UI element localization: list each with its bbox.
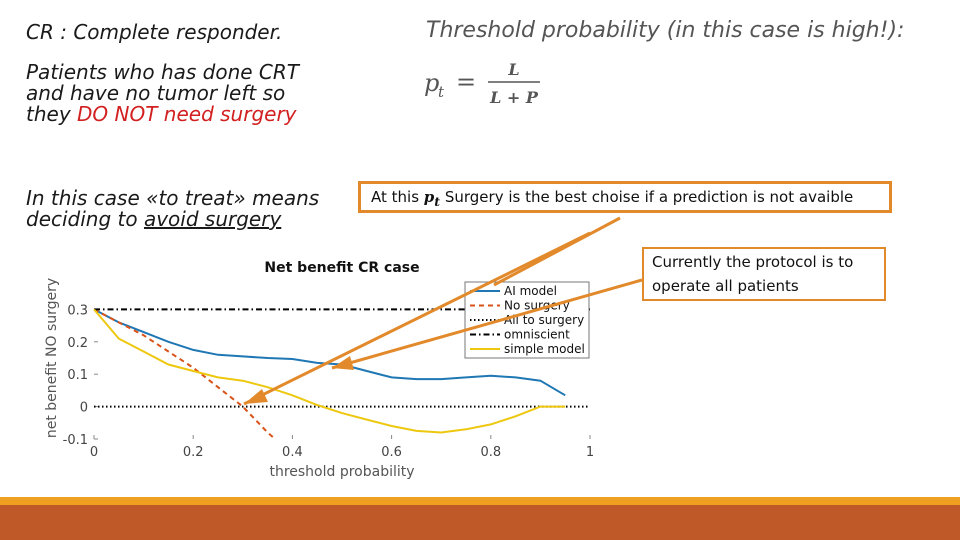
formula-denominator: L + P [489, 88, 539, 107]
patients-line-3: they DO NOT need surgery [26, 104, 299, 125]
patients-line-1: Patients who has done CRT [26, 60, 299, 84]
arrow-to-ai-model [493, 216, 621, 287]
treat-text: In this case «to treat» means deciding t… [26, 188, 319, 230]
avoid-surgery-underlined: avoid surgery [143, 207, 282, 231]
legend-entry: AI model [504, 284, 557, 298]
threshold-formula: p t = L L + P [424, 60, 540, 107]
formula-lhs: p [424, 69, 439, 97]
treat-line-1: In this case «to treat» means [26, 186, 320, 210]
surgery-best-callout: At this pt Surgery is the best choise if… [358, 181, 892, 213]
x-tick-label: 0 [90, 445, 98, 460]
callout1-subscript: t [434, 194, 441, 209]
y-axis-label: net benefit NO surgery [44, 278, 60, 438]
formula-equals: = [456, 68, 476, 96]
x-tick-label: 0.2 [183, 445, 204, 460]
y-tick-label: 0.3 [67, 303, 88, 318]
treat-line-2: deciding to avoid surgery [26, 209, 319, 230]
callout1-p: p [423, 188, 435, 206]
callout1-prefix: At this [371, 188, 424, 206]
arrow-threshold-to-axis [243, 231, 591, 406]
legend-entry: No surgery [504, 299, 570, 313]
footer-accent-bar [0, 497, 960, 505]
y-tick-label: -0.1 [63, 433, 88, 448]
threshold-heading: Threshold probability (in this case is h… [426, 18, 905, 43]
y-tick-label: 0 [80, 401, 88, 416]
callout2-line-2: operate all patients [652, 277, 799, 295]
arrow-head-protocol [332, 356, 354, 370]
tick-group: 0 0.2 0.4 0.6 0.8 1-0.100.10.20.3 [63, 303, 595, 460]
protocol-callout: Currently the protocol is to operate all… [642, 247, 886, 301]
series-line-no-surgery [93, 308, 276, 440]
x-tick-label: 0.8 [480, 445, 501, 460]
callout1-pt: pt [423, 188, 441, 209]
chart-title: Net benefit CR case [264, 260, 419, 276]
legend-box [464, 281, 590, 359]
legend-entry: simple model [504, 342, 585, 356]
legend-entry: omniscient [504, 328, 570, 342]
x-tick-label: 0.4 [282, 445, 303, 460]
x-tick-label: 1 [586, 445, 594, 460]
x-axis-label: threshold probability [269, 464, 414, 480]
x-tick-label: 0.6 [381, 445, 402, 460]
y-tick-label: 0.1 [67, 368, 88, 383]
footer-bar [0, 505, 960, 540]
legend-entry: All to surgery [504, 313, 584, 327]
arrow-head-threshold [244, 389, 268, 404]
patients-line-3-prefix: they [26, 102, 78, 126]
no-surgery-emphasis: DO NOT need surgery [77, 102, 297, 126]
callout2-line-1: Currently the protocol is to [652, 253, 854, 271]
series-line-ai-model [93, 308, 566, 397]
treat-line-2-prefix: deciding to [26, 207, 144, 231]
callout1-suffix: Surgery is the best choise if a predicti… [440, 188, 854, 206]
patients-line-2: and have no tumor left so [26, 81, 286, 105]
y-tick-label: 0.2 [67, 336, 88, 351]
arrow-protocol-to-chart [331, 278, 643, 370]
patients-text: Patients who has done CRT and have no tu… [26, 62, 299, 125]
series-lines [93, 308, 590, 440]
formula-subscript: t [438, 83, 445, 101]
series-line-simple-model [93, 308, 566, 434]
definition-text: CR : Complete responder. [26, 20, 283, 44]
formula-numerator: L [507, 60, 519, 79]
